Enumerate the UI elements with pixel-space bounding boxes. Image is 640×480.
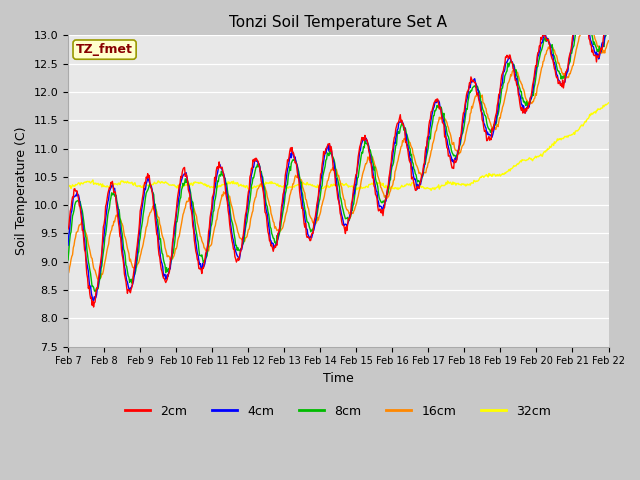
32cm [129,182,137,188]
8cm [605,23,612,28]
8cm [92,288,99,294]
16cm [74,228,82,234]
32cm [213,184,221,190]
8cm [420,161,428,167]
32cm [428,188,435,193]
32cm [605,100,612,106]
32cm [64,181,72,187]
2cm [74,192,82,198]
4cm [214,169,221,175]
Text: TZ_fmet: TZ_fmet [76,43,133,56]
Line: 8cm: 8cm [68,13,609,291]
16cm [605,38,612,44]
2cm [404,153,412,159]
2cm [185,189,193,195]
16cm [64,271,72,277]
4cm [185,183,193,189]
16cm [404,137,412,143]
16cm [94,276,102,282]
4cm [131,273,138,279]
2cm [64,226,72,232]
4cm [74,193,82,199]
8cm [214,178,221,184]
4cm [64,242,72,248]
X-axis label: Time: Time [323,372,354,385]
Line: 2cm: 2cm [68,9,609,307]
2cm [420,160,428,166]
32cm [184,181,192,187]
Title: Tonzi Soil Temperature Set A: Tonzi Soil Temperature Set A [229,15,447,30]
2cm [605,7,612,12]
8cm [131,273,138,279]
Legend: 2cm, 4cm, 8cm, 16cm, 32cm: 2cm, 4cm, 8cm, 16cm, 32cm [120,400,556,423]
4cm [605,16,612,22]
4cm [577,8,585,13]
16cm [185,195,193,201]
8cm [74,198,82,204]
2cm [131,266,138,272]
32cm [404,181,412,187]
16cm [131,265,138,271]
4cm [420,164,428,169]
Line: 32cm: 32cm [68,103,609,191]
8cm [404,139,412,145]
8cm [579,10,587,16]
2cm [214,164,221,169]
16cm [420,169,428,175]
8cm [185,182,193,188]
32cm [74,181,82,187]
Line: 4cm: 4cm [68,11,609,301]
4cm [90,298,97,304]
2cm [577,6,584,12]
16cm [584,19,591,24]
Y-axis label: Soil Temperature (C): Soil Temperature (C) [15,127,28,255]
4cm [404,148,412,154]
8cm [64,257,72,263]
32cm [420,185,428,191]
2cm [90,304,97,310]
Line: 16cm: 16cm [68,22,609,279]
16cm [214,211,221,216]
